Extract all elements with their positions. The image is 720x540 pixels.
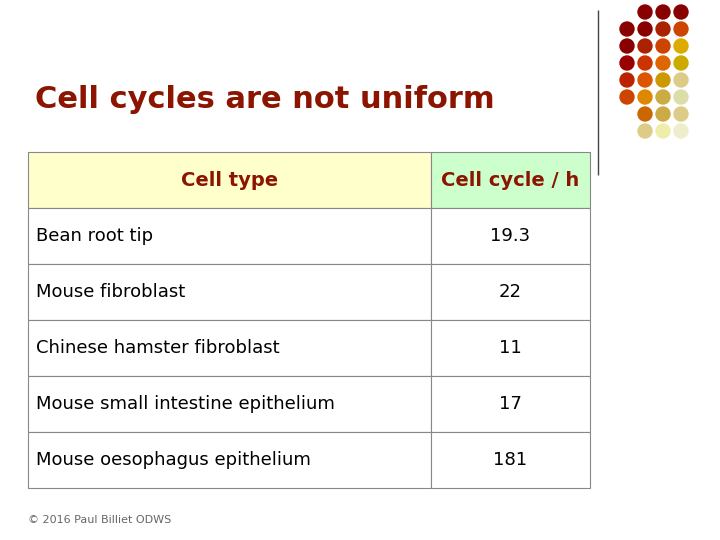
FancyBboxPatch shape: [28, 208, 431, 264]
Text: Chinese hamster fibroblast: Chinese hamster fibroblast: [36, 339, 279, 357]
Circle shape: [656, 73, 670, 87]
Text: 19.3: 19.3: [490, 227, 531, 245]
Circle shape: [656, 5, 670, 19]
Text: Mouse small intestine epithelium: Mouse small intestine epithelium: [36, 395, 335, 413]
Text: Bean root tip: Bean root tip: [36, 227, 153, 245]
Text: 17: 17: [499, 395, 522, 413]
FancyBboxPatch shape: [431, 376, 590, 432]
Text: 181: 181: [493, 451, 528, 469]
Text: Mouse fibroblast: Mouse fibroblast: [36, 283, 185, 301]
FancyBboxPatch shape: [431, 264, 590, 320]
Circle shape: [656, 107, 670, 121]
FancyBboxPatch shape: [28, 432, 431, 488]
Text: Mouse oesophagus epithelium: Mouse oesophagus epithelium: [36, 451, 311, 469]
Circle shape: [638, 90, 652, 104]
Circle shape: [656, 124, 670, 138]
Circle shape: [620, 56, 634, 70]
Circle shape: [674, 124, 688, 138]
FancyBboxPatch shape: [28, 152, 431, 208]
Circle shape: [656, 39, 670, 53]
Text: Cell type: Cell type: [181, 171, 278, 190]
Circle shape: [674, 107, 688, 121]
Circle shape: [620, 90, 634, 104]
Circle shape: [638, 22, 652, 36]
FancyBboxPatch shape: [431, 320, 590, 376]
FancyBboxPatch shape: [431, 432, 590, 488]
Circle shape: [638, 124, 652, 138]
Circle shape: [620, 22, 634, 36]
Circle shape: [638, 73, 652, 87]
Text: 22: 22: [499, 283, 522, 301]
Circle shape: [674, 73, 688, 87]
FancyBboxPatch shape: [28, 320, 431, 376]
Circle shape: [674, 56, 688, 70]
Circle shape: [674, 5, 688, 19]
Circle shape: [638, 107, 652, 121]
Circle shape: [620, 39, 634, 53]
FancyBboxPatch shape: [28, 376, 431, 432]
Circle shape: [656, 22, 670, 36]
Text: Cell cycle / h: Cell cycle / h: [441, 171, 580, 190]
Circle shape: [674, 22, 688, 36]
Circle shape: [638, 39, 652, 53]
Circle shape: [656, 90, 670, 104]
FancyBboxPatch shape: [28, 264, 431, 320]
Text: 11: 11: [499, 339, 522, 357]
Circle shape: [638, 56, 652, 70]
Circle shape: [620, 73, 634, 87]
Text: © 2016 Paul Billiet ODWS: © 2016 Paul Billiet ODWS: [28, 515, 171, 525]
FancyBboxPatch shape: [431, 208, 590, 264]
Circle shape: [656, 56, 670, 70]
Circle shape: [674, 39, 688, 53]
Circle shape: [638, 5, 652, 19]
FancyBboxPatch shape: [431, 152, 590, 208]
Circle shape: [674, 90, 688, 104]
Text: Cell cycles are not uniform: Cell cycles are not uniform: [35, 85, 495, 114]
